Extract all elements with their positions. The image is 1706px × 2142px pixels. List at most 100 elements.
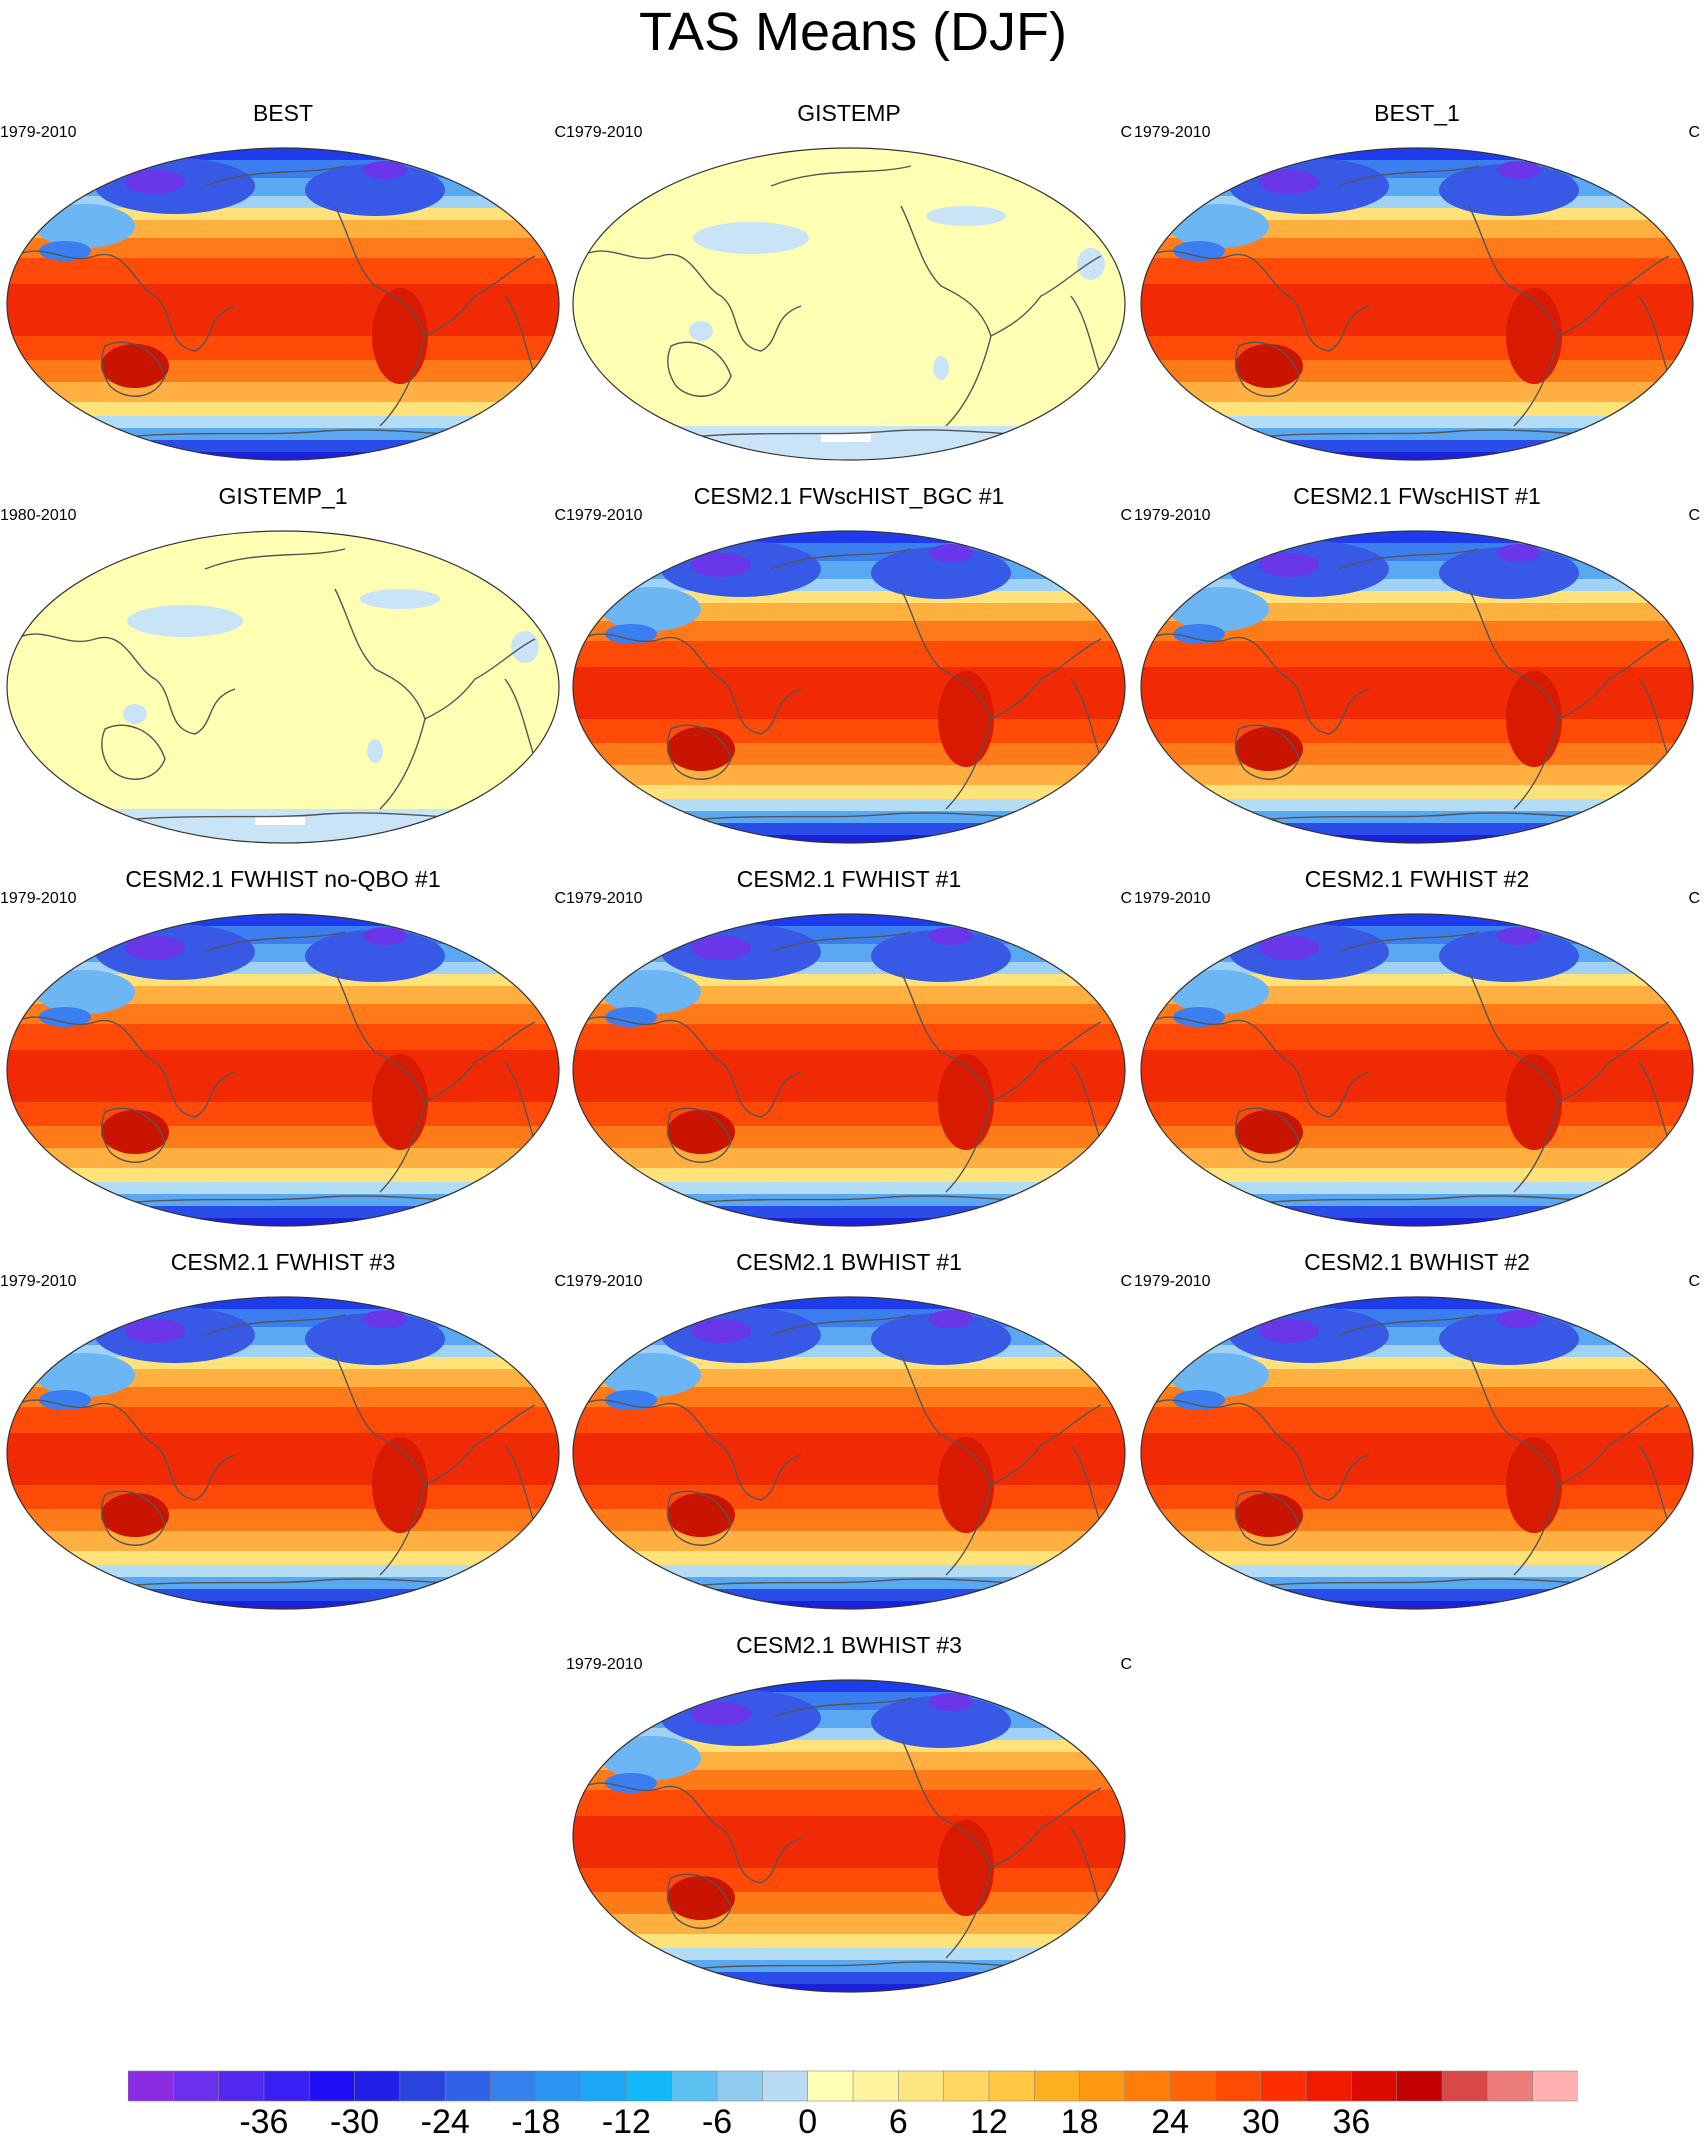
figure-title: TAS Means (DJF) (638, 2, 1068, 62)
coastlines (580, 1314, 1112, 1596)
colorbar-swatch (1169, 2070, 1217, 2102)
panel-units: C (554, 124, 566, 141)
colorbar-swatch (1441, 2070, 1489, 2102)
panel-title: CESM2.1 BWHIST #1 (736, 1249, 962, 1275)
world-map (572, 913, 1126, 1227)
colorbar-swatch (1215, 2070, 1262, 2102)
map-panel: CESM2.1 FWscHIST #1 1979-2010 C (1134, 483, 1700, 853)
map-panel: BEST_1 1979-2010 C (1134, 100, 1700, 470)
panel-years: 1979-2010 (566, 1273, 643, 1290)
panel-years: 1979-2010 (566, 890, 643, 907)
panel-units: C (1688, 890, 1700, 907)
panel-years: 1980-2010 (0, 507, 77, 524)
panel-years: 1979-2010 (0, 1273, 77, 1290)
world-map (6, 530, 560, 844)
colorbar-swatch (1260, 2070, 1307, 2102)
colorbar-tick-label: -6 (701, 2103, 733, 2141)
colorbar-swatch (807, 2070, 854, 2102)
panel-years: 1979-2010 (566, 124, 643, 141)
colorbar-tick-label: 36 (1332, 2103, 1371, 2141)
panel-title: GISTEMP (797, 100, 901, 126)
world-map (572, 147, 1126, 461)
world-map (6, 1296, 560, 1610)
colorbar-swatch (1351, 2070, 1398, 2102)
world-map (1140, 530, 1694, 844)
map-panel: GISTEMP_1 1980-2010 C (0, 483, 566, 853)
panel-title: CESM2.1 BWHIST #3 (736, 1632, 962, 1658)
colorbar (128, 2070, 1578, 2102)
panel-title: CESM2.1 FWscHIST #1 (1293, 483, 1541, 509)
panel-units: C (554, 890, 566, 907)
colorbar-swatch (671, 2070, 718, 2102)
colorbar-swatch (1079, 2070, 1126, 2102)
colorbar-swatch (218, 2070, 265, 2102)
colorbar-tick-label: 0 (798, 2103, 818, 2141)
panel-title: CESM2.1 FWHIST #2 (1304, 866, 1530, 892)
colorbar-swatch (716, 2070, 764, 2102)
world-map (1140, 913, 1694, 1227)
map-panel: CESM2.1 BWHIST #3 1979-2010 C (566, 1632, 1132, 2002)
panel-years: 1979-2010 (566, 507, 643, 524)
world-map (572, 1679, 1126, 1993)
panel-title: BEST (252, 100, 314, 126)
panel-units: C (1688, 507, 1700, 524)
colorbar-tick-label: 6 (888, 2103, 908, 2141)
panel-years: 1979-2010 (1134, 890, 1211, 907)
colorbar-swatch (762, 2070, 809, 2102)
panel-units: C (1120, 124, 1132, 141)
colorbar-tick-label: -12 (601, 2103, 651, 2141)
colorbar-swatch (1305, 2070, 1353, 2102)
colorbar-tick-label: 24 (1151, 2103, 1190, 2141)
panel-units: C (1120, 507, 1132, 524)
colorbar-swatch (263, 2070, 311, 2102)
colorbar-swatch (399, 2070, 446, 2102)
colorbar-swatch (354, 2070, 401, 2102)
colorbar-tick-label: -36 (239, 2103, 289, 2141)
panel-title: GISTEMP_1 (218, 483, 348, 509)
colorbar-swatch (943, 2070, 990, 2102)
colorbar-swatch (1396, 2070, 1443, 2102)
colorbar-swatch (626, 2070, 673, 2102)
map-panel: BEST 1979-2010 C (0, 100, 566, 470)
world-map (1140, 1296, 1694, 1610)
map-panel: CESM2.1 FWscHIST_BGC #1 1979-2010 C (566, 483, 1132, 853)
panel-units: C (554, 507, 566, 524)
colorbar-swatch (308, 2070, 356, 2102)
panel-units: C (1120, 890, 1132, 907)
panel-title: CESM2.1 FWHIST #3 (170, 1249, 396, 1275)
map-panel: CESM2.1 FWHIST #1 1979-2010 C (566, 866, 1132, 1236)
colorbar-swatch (1033, 2070, 1081, 2102)
colorbar-swatch (444, 2070, 492, 2102)
map-panel: CESM2.1 FWHIST #3 1979-2010 C (0, 1249, 566, 1619)
colorbar-swatch (490, 2070, 537, 2102)
coastlines (14, 165, 546, 447)
panel-years: 1979-2010 (0, 124, 77, 141)
panel-years: 1979-2010 (0, 890, 77, 907)
colorbar-swatch (852, 2070, 900, 2102)
colorbar-swatch (1487, 2070, 1534, 2102)
world-map (572, 530, 1126, 844)
map-panel: CESM2.1 FWHIST #2 1979-2010 C (1134, 866, 1700, 1236)
panel-years: 1979-2010 (566, 1656, 643, 1673)
panel-units: C (1688, 124, 1700, 141)
colorbar-swatches (128, 2070, 1578, 2102)
colorbar-swatch (535, 2070, 582, 2102)
panel-units: C (1120, 1273, 1132, 1290)
panel-units: C (1688, 1273, 1700, 1290)
map-panel: CESM2.1 BWHIST #1 1979-2010 C (566, 1249, 1132, 1619)
panel-title: BEST_1 (1374, 100, 1460, 126)
panel-units: C (554, 1273, 566, 1290)
panel-years: 1979-2010 (1134, 507, 1211, 524)
colorbar-tick-label: -24 (420, 2103, 470, 2141)
world-map (1140, 147, 1694, 461)
coastlines (580, 548, 1112, 830)
map-panel: CESM2.1 FWHIST no-QBO #1 1979-2010 C (0, 866, 566, 1236)
colorbar-swatch (1532, 2070, 1578, 2102)
colorbar-swatch (173, 2070, 220, 2102)
world-map (572, 1296, 1126, 1610)
colorbar-tick-label: 18 (1060, 2103, 1099, 2141)
map-panel: CESM2.1 BWHIST #2 1979-2010 C (1134, 1249, 1700, 1619)
colorbar-tick-label: -30 (330, 2103, 380, 2141)
colorbar-tick-label: 30 (1241, 2103, 1280, 2141)
panel-years: 1979-2010 (1134, 1273, 1211, 1290)
